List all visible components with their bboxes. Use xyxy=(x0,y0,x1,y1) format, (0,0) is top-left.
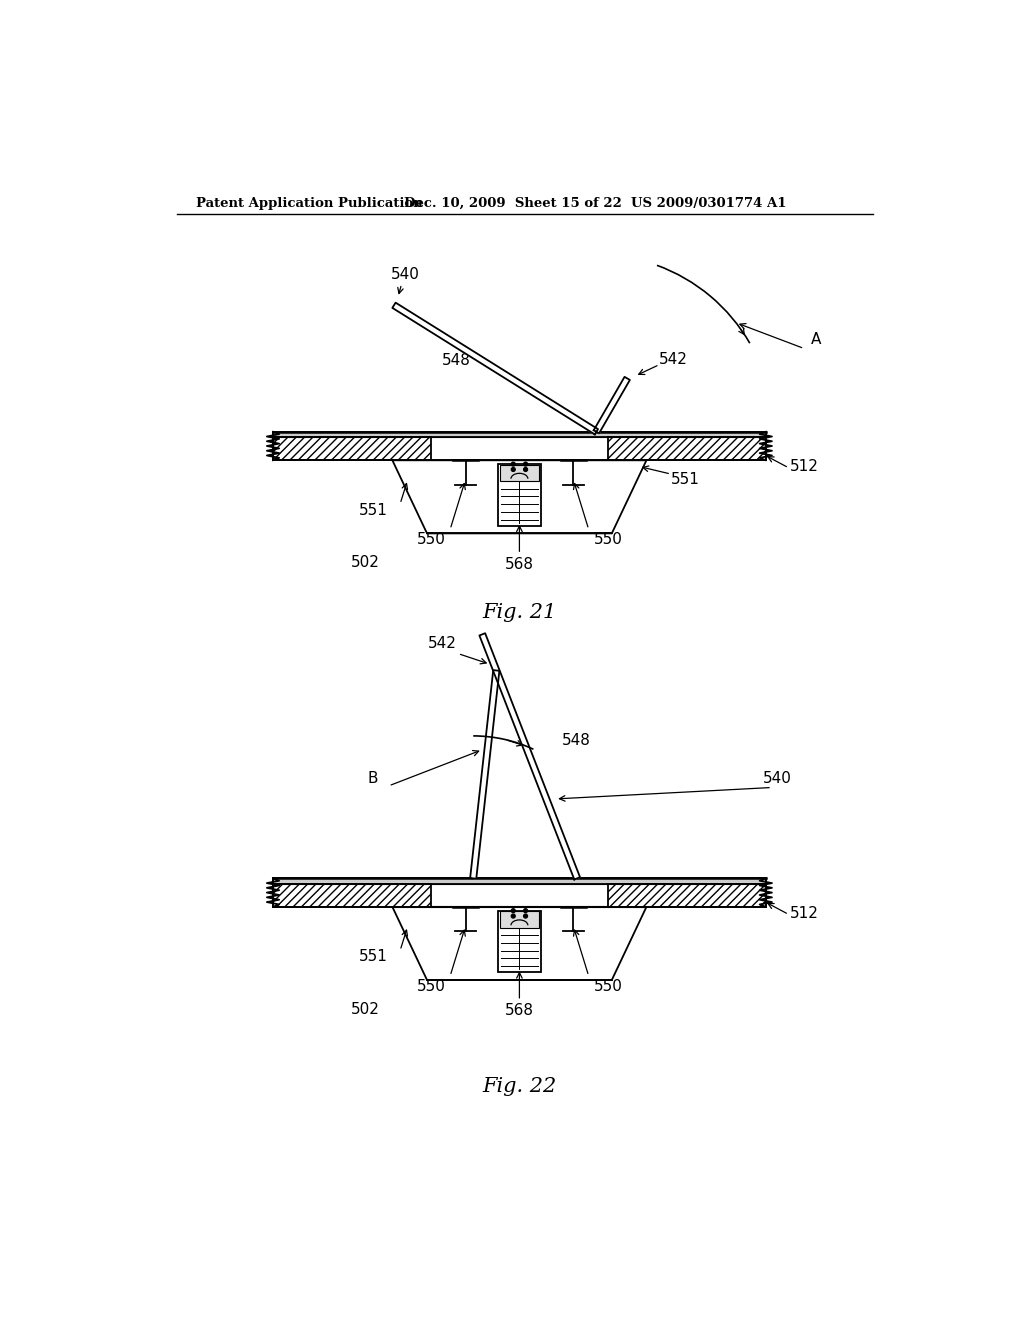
Text: 550: 550 xyxy=(417,978,445,994)
Bar xyxy=(608,884,766,907)
Circle shape xyxy=(511,467,515,471)
Bar xyxy=(500,911,539,928)
Bar xyxy=(499,911,541,973)
Bar xyxy=(273,884,431,907)
Text: 548: 548 xyxy=(442,354,471,368)
Circle shape xyxy=(511,462,515,466)
Text: B: B xyxy=(368,771,378,785)
Polygon shape xyxy=(594,378,630,433)
Text: 502: 502 xyxy=(351,1002,380,1016)
Circle shape xyxy=(511,915,515,917)
Text: 550: 550 xyxy=(417,532,445,546)
Circle shape xyxy=(523,915,527,917)
Circle shape xyxy=(523,908,527,912)
Text: 548: 548 xyxy=(561,734,591,748)
Circle shape xyxy=(523,462,527,466)
Circle shape xyxy=(511,908,515,912)
Text: 551: 551 xyxy=(671,473,699,487)
Text: US 2009/0301774 A1: US 2009/0301774 A1 xyxy=(631,197,786,210)
Text: 540: 540 xyxy=(391,267,420,282)
Bar xyxy=(273,437,431,461)
Text: 551: 551 xyxy=(358,949,387,965)
Polygon shape xyxy=(479,634,580,879)
Text: Dec. 10, 2009  Sheet 15 of 22: Dec. 10, 2009 Sheet 15 of 22 xyxy=(403,197,622,210)
Text: 512: 512 xyxy=(790,459,819,474)
Bar xyxy=(273,432,766,437)
Text: 550: 550 xyxy=(594,978,623,994)
Text: 502: 502 xyxy=(351,556,380,570)
Text: 551: 551 xyxy=(358,503,387,517)
Bar xyxy=(499,465,541,525)
Text: Fig. 22: Fig. 22 xyxy=(482,1077,556,1096)
Polygon shape xyxy=(470,671,500,879)
Text: 568: 568 xyxy=(505,1003,534,1018)
Bar xyxy=(500,465,539,480)
Text: 512: 512 xyxy=(790,906,819,920)
Text: 540: 540 xyxy=(763,771,792,785)
Polygon shape xyxy=(392,461,646,533)
Text: Fig. 21: Fig. 21 xyxy=(482,603,556,622)
Bar xyxy=(608,437,766,461)
Text: 568: 568 xyxy=(505,557,534,572)
Polygon shape xyxy=(392,302,598,434)
Polygon shape xyxy=(392,907,646,979)
Text: 542: 542 xyxy=(659,351,688,367)
Circle shape xyxy=(523,467,527,471)
Text: A: A xyxy=(811,331,821,347)
Text: 542: 542 xyxy=(428,636,457,651)
Text: Patent Application Publication: Patent Application Publication xyxy=(196,197,423,210)
Text: 550: 550 xyxy=(594,532,623,546)
Bar xyxy=(273,878,766,884)
